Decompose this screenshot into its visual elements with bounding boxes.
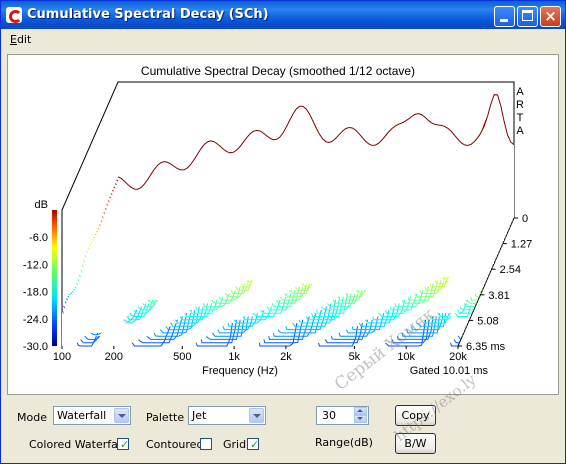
colored-waterfall-checkbox[interactable]: ✓ [117, 438, 130, 451]
spin-down-icon[interactable] [354, 415, 367, 423]
range-value[interactable]: 30 [322, 409, 336, 422]
arta-label: A [516, 86, 524, 98]
menu-bar: Edit [1, 29, 565, 49]
palette-select-value: Jet [192, 409, 207, 422]
plot-outline [61, 81, 515, 346]
colored-waterfall-label: Colored Waterfall [29, 438, 124, 451]
palette-label: Palette [146, 411, 185, 424]
arta-label: A [516, 125, 524, 137]
waterfall-slice-line [117, 94, 515, 190]
checkmark-icon: ✓ [250, 438, 260, 451]
range-label: Range(dB) [315, 436, 373, 449]
range-spinner[interactable]: 30 [316, 406, 369, 425]
color-scale-bar [52, 210, 57, 346]
close-button[interactable]: × [540, 6, 561, 27]
z-tick-label: 5.08 [477, 315, 498, 327]
mode-select[interactable]: Waterfall [53, 406, 131, 425]
maximize-icon [522, 10, 533, 21]
y-tick-label: -30.0 [23, 341, 48, 353]
z-tick-label: 2.54 [500, 264, 521, 276]
bw-button[interactable]: B/W [395, 433, 436, 454]
gate-label: Gated 10.01 ms [410, 365, 489, 377]
grid-checkbox[interactable]: ✓ [247, 438, 260, 451]
x-tick-label: 1k [228, 351, 240, 363]
app-logo-icon[interactable] [6, 7, 22, 23]
x-tick-label: 5k [349, 351, 361, 363]
x-tick-label: 10k [397, 351, 415, 363]
y-unit-label: dB [35, 199, 48, 211]
z-tick-label: 1.27 [511, 239, 532, 251]
x-axis-label: Frequency (Hz) [202, 365, 278, 377]
z-tick-label: 6.35 ms [466, 341, 506, 353]
z-tick-label: 3.81 [488, 290, 509, 302]
chevron-down-icon[interactable] [114, 408, 129, 423]
arta-label: T [517, 112, 524, 124]
chart-title: Cumulative Spectral Decay (smoothed 1/12… [141, 64, 415, 78]
contoured-checkbox[interactable] [200, 438, 212, 450]
waterfall-chart[interactable]: Cumulative Spectral Decay (smoothed 1/12… [8, 55, 560, 396]
mode-label: Mode [17, 411, 47, 424]
waterfall-slice-line [77, 238, 474, 311]
depth-axis-line [457, 217, 515, 347]
plot-area[interactable]: Cumulative Spectral Decay (smoothed 1/12… [7, 54, 559, 395]
chevron-down-icon[interactable] [249, 408, 264, 423]
palette-select[interactable]: Jet [188, 406, 266, 425]
minimize-icon [500, 19, 508, 22]
maximize-button[interactable] [517, 6, 538, 27]
window-title: Cumulative Spectral Decay (SCh) [27, 7, 269, 22]
minimize-button[interactable] [494, 6, 515, 27]
y-tick-label: -18.0 [23, 287, 48, 299]
arta-label: R [516, 99, 524, 111]
menu-edit[interactable]: Edit [10, 33, 32, 46]
y-tick-label: -12.0 [23, 259, 48, 271]
close-icon: × [544, 7, 557, 25]
copy-button[interactable]: Copy [395, 405, 436, 426]
x-tick-label: 2k [280, 351, 292, 363]
checkmark-icon: ✓ [120, 438, 130, 451]
waterfall-slice-line [78, 231, 476, 308]
y-tick-label: -6.0 [29, 232, 48, 244]
mode-select-value: Waterfall [57, 409, 107, 422]
x-tick-label: 20k [449, 351, 467, 363]
waterfall-slice-fill [118, 94, 514, 218]
contoured-label: Contoured [146, 438, 204, 451]
x-tick-label: 100 [53, 351, 71, 363]
y-tick-label: -24.0 [23, 314, 48, 326]
x-tick-label: 200 [105, 351, 123, 363]
title-bar[interactable]: Cumulative Spectral Decay (SCh) × [1, 1, 565, 29]
x-tick-label: 500 [173, 351, 191, 363]
grid-label: Grid [223, 438, 247, 451]
spin-up-icon[interactable] [354, 407, 367, 415]
z-tick-label: 0 [522, 213, 528, 225]
